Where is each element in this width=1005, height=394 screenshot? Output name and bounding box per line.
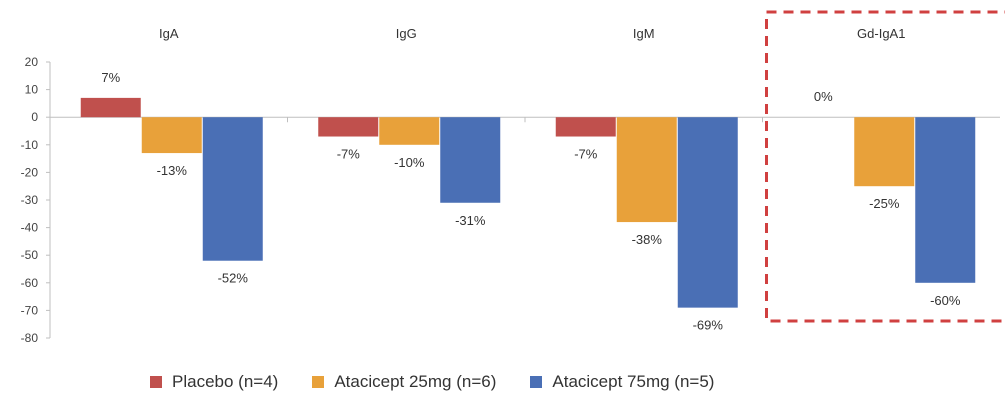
y-tick-label: -10 [21, 138, 39, 152]
data-label-atacicept-25mg-n-6-igg: -10% [394, 155, 425, 170]
category-label-igg: IgG [396, 26, 417, 41]
bar-atacicept-25mg-n-6-iga [141, 117, 202, 154]
highlight-box [765, 10, 1005, 323]
legend-label-atacicept-75: Atacicept 75mg (n=5) [552, 372, 715, 391]
legend-swatch-placebo [150, 376, 162, 388]
bar-placebo-n-4-igm [555, 117, 616, 137]
category-label-gd-iga1: Gd-IgA1 [857, 26, 905, 41]
y-tick-label: -30 [21, 193, 39, 207]
y-tick-label: -80 [21, 331, 39, 345]
bar-atacicept-75mg-n-5-gd-iga1 [915, 117, 976, 283]
data-label-placebo-n-4-igg: -7% [337, 147, 361, 162]
legend-label-atacicept-25: Atacicept 25mg (n=6) [334, 372, 497, 391]
data-label-atacicept-25mg-n-6-igm: -38% [632, 232, 663, 247]
y-tick-label: 10 [25, 83, 39, 97]
data-label-atacicept-75mg-n-5-iga: -52% [218, 271, 249, 286]
legend-item-atacicept-75: Atacicept 75mg (n=5) [530, 372, 714, 392]
bar-atacicept-25mg-n-6-igg [379, 117, 440, 145]
legend-swatch-atacicept-75 [530, 376, 543, 388]
legend-label-placebo: Placebo (n=4) [172, 372, 279, 391]
bar-atacicept-25mg-n-6-igm [616, 117, 677, 223]
data-label-placebo-n-4-iga: 7% [101, 70, 120, 85]
bar-atacicept-75mg-n-5-igg [440, 117, 501, 203]
legend-item-placebo: Placebo (n=4) [150, 372, 278, 392]
y-tick-label: 0 [31, 110, 38, 124]
bar-placebo-n-4-iga [80, 97, 141, 118]
y-tick-label: -70 [21, 303, 39, 317]
bar-atacicept-75mg-n-5-igm [677, 117, 738, 308]
y-tick-label: 20 [25, 55, 39, 69]
y-tick-label: -60 [21, 276, 39, 290]
legend-swatch-atacicept-25 [312, 376, 325, 388]
data-label-atacicept-25mg-n-6-gd-iga1: -25% [869, 196, 900, 211]
legend-item-atacicept-25: Atacicept 25mg (n=6) [312, 372, 496, 392]
bar-atacicept-25mg-n-6-gd-iga1 [854, 117, 915, 187]
data-label-atacicept-75mg-n-5-gd-iga1: -60% [930, 293, 961, 308]
category-label-igm: IgM [633, 26, 655, 41]
data-label-placebo-n-4-igm: -7% [574, 147, 598, 162]
y-tick-label: -20 [21, 165, 39, 179]
bar-placebo-n-4-igg [318, 117, 379, 137]
bar-atacicept-75mg-n-5-iga [202, 117, 263, 261]
data-label-atacicept-75mg-n-5-igm: -69% [693, 318, 724, 333]
data-label-atacicept-25mg-n-6-iga: -13% [157, 163, 188, 178]
data-label-placebo-n-4-gd-iga1: 0% [814, 89, 833, 104]
data-label-atacicept-75mg-n-5-igg: -31% [455, 213, 486, 228]
category-label-iga: IgA [159, 26, 179, 41]
y-tick-label: -40 [21, 221, 39, 235]
legend: Placebo (n=4) Atacicept 25mg (n=6) Ataci… [150, 372, 714, 392]
y-tick-label: -50 [21, 248, 39, 262]
